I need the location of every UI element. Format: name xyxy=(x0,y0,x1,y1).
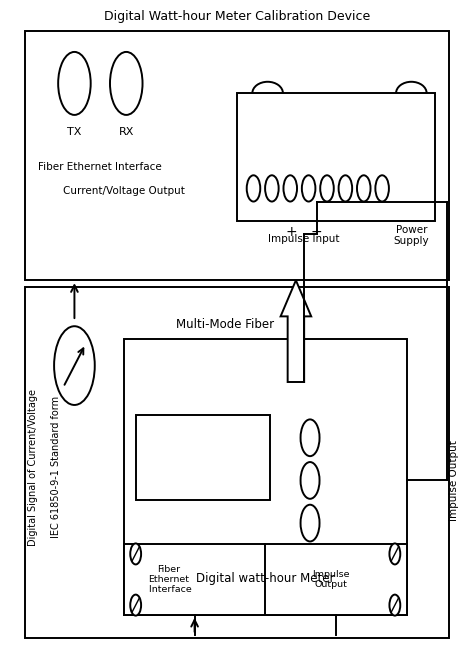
Ellipse shape xyxy=(265,175,279,202)
Text: IEC 61850-9-1 Standard form: IEC 61850-9-1 Standard form xyxy=(51,396,61,538)
Ellipse shape xyxy=(390,544,400,564)
Text: Multi-Mode Fiber: Multi-Mode Fiber xyxy=(176,318,274,331)
Text: Power
Supply: Power Supply xyxy=(393,225,429,246)
Text: Impulse
Output: Impulse Output xyxy=(312,570,350,589)
Ellipse shape xyxy=(130,544,141,564)
Text: Fiber
Ethernet
 Interface: Fiber Ethernet Interface xyxy=(146,565,191,594)
Ellipse shape xyxy=(390,594,400,616)
Bar xyxy=(136,415,270,500)
Ellipse shape xyxy=(283,175,297,202)
Polygon shape xyxy=(281,280,311,382)
Text: −: − xyxy=(310,225,322,239)
Ellipse shape xyxy=(58,52,91,115)
Ellipse shape xyxy=(301,419,319,456)
Ellipse shape xyxy=(110,52,143,115)
Ellipse shape xyxy=(246,175,260,202)
Text: Digital watt-hour Meter: Digital watt-hour Meter xyxy=(196,573,335,585)
Bar xyxy=(25,287,449,638)
Ellipse shape xyxy=(54,326,95,405)
Ellipse shape xyxy=(301,505,319,542)
Ellipse shape xyxy=(301,462,319,499)
Text: +: + xyxy=(285,225,297,239)
Bar xyxy=(124,339,407,615)
Ellipse shape xyxy=(357,175,371,202)
Text: RX: RX xyxy=(118,127,134,136)
Ellipse shape xyxy=(375,175,389,202)
Text: Fiber Ethernet Interface: Fiber Ethernet Interface xyxy=(38,161,162,171)
Ellipse shape xyxy=(320,175,334,202)
Bar xyxy=(237,94,435,221)
Text: Digital Watt-hour Meter Calibration Device: Digital Watt-hour Meter Calibration Devi… xyxy=(104,10,370,23)
Ellipse shape xyxy=(338,175,352,202)
Text: Current/Voltage Output: Current/Voltage Output xyxy=(63,186,184,196)
Text: Impulse Output: Impulse Output xyxy=(449,440,459,521)
Text: TX: TX xyxy=(67,127,82,136)
Ellipse shape xyxy=(130,594,141,616)
Text: Digital Signal of Current/Voltage: Digital Signal of Current/Voltage xyxy=(28,389,38,546)
Text: Impulse Input: Impulse Input xyxy=(268,235,339,244)
Ellipse shape xyxy=(302,175,315,202)
Bar xyxy=(25,31,449,280)
Bar xyxy=(124,544,407,615)
